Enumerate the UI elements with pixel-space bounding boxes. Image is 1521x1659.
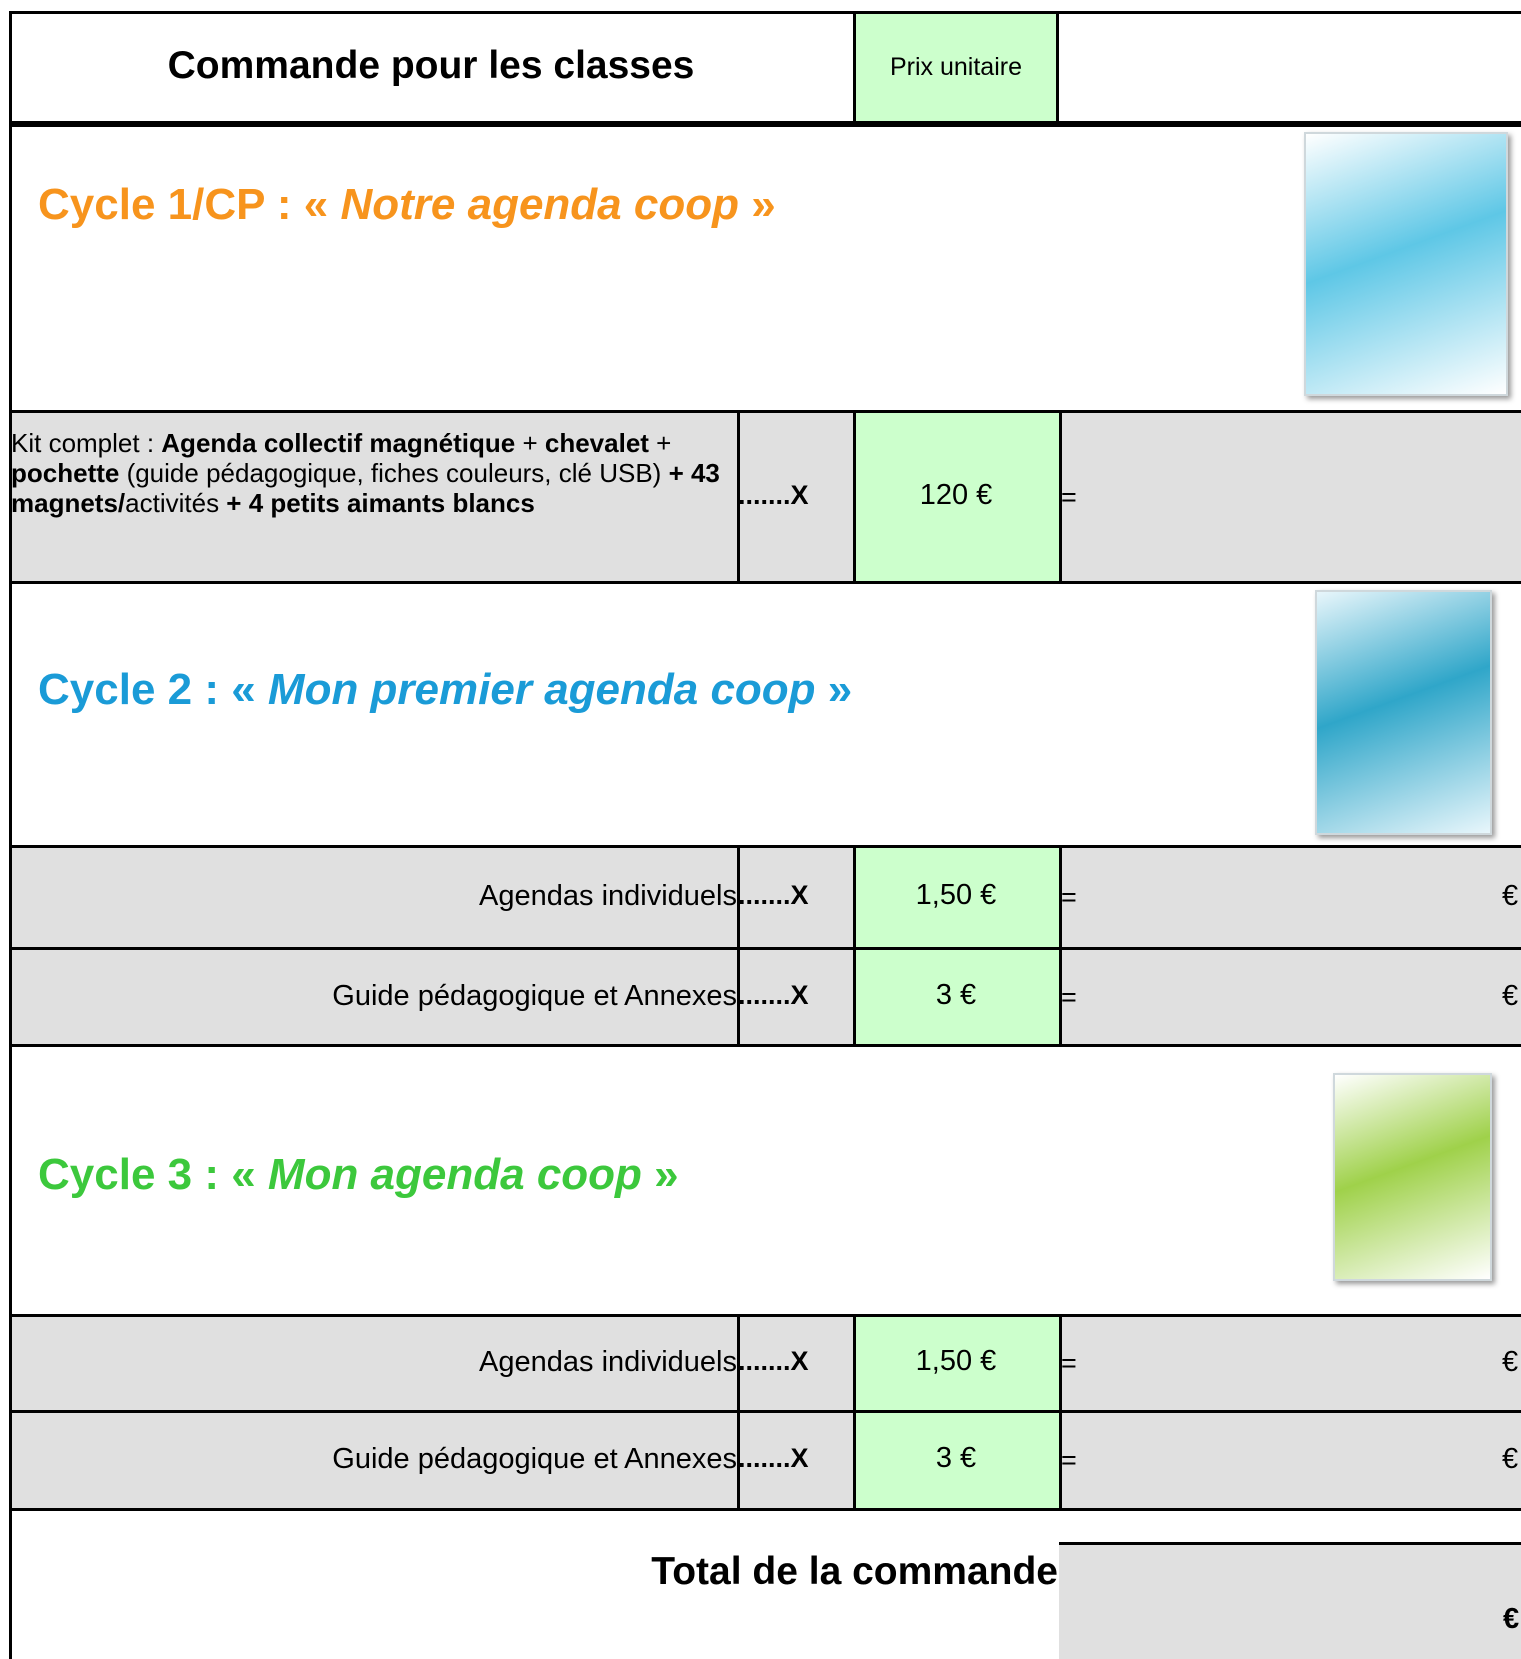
heading-suffix: » [654,1150,679,1199]
row-label-cell [9,845,737,947]
heading-prefix: Cycle 2 : « [38,665,256,714]
heading-title: Mon agenda coop [267,1150,642,1199]
row-label-cell [9,947,737,1044]
description-part: cheva­let [544,428,649,458]
section-heading-cell [9,1044,1521,1314]
row-price: 120 € [919,478,993,511]
section-heading: Cycle 3 : « Mon agenda coop » [38,1150,679,1200]
price-cell [853,410,1059,581]
section-heading-cell [9,581,1521,845]
row-equals: = [1061,981,1077,1012]
price-cell [853,1410,1059,1508]
quantity-cell [737,845,853,947]
price-cell [853,947,1059,1044]
form-title: Commande pour les classes [167,44,695,87]
row-currency: € [1502,979,1519,1012]
row-label-cell [9,410,737,581]
row-quantity: .......X [738,1346,809,1376]
row-label-cell [9,1410,737,1508]
total-cell [1059,1542,1521,1659]
row-equals: = [1061,1445,1077,1475]
result-cell [1059,845,1521,947]
total-currency: € [1503,1603,1520,1635]
heading-title: Mon premier agenda coop [267,665,816,714]
row-quantity: .......X [738,479,809,510]
quantity-cell [737,947,853,1044]
row-label-cell [9,1314,737,1410]
row-description: Kit complet : Agenda collectif magnétiqu… [11,428,731,518]
product-cover [1315,590,1492,835]
total-row [9,1508,1521,1659]
row-quantity: .......X [738,979,809,1010]
row-price: 3 € [935,1442,977,1474]
row-price: 3 € [935,978,977,1011]
heading-suffix: » [827,665,853,714]
row-label: Agendas individuels [479,880,737,912]
product-cover [1304,132,1508,396]
row-currency: € [1502,880,1519,912]
description-part: + 4 petits aimants blancs [219,488,535,518]
description-part: + [515,428,545,458]
section-heading-cell [9,124,1521,410]
price-cell [853,845,1059,947]
row-equals: = [1061,882,1077,912]
total-label: Total de la commande [651,1550,1058,1593]
result-cell [1059,947,1521,1044]
description-part: + [648,428,672,458]
description-part: Kit complet : [11,428,162,458]
row-price: 1,50 € [915,879,997,911]
description-part: (guide pédagogique, fiches couleurs, clé… [119,458,669,488]
description-part: pochette [11,458,120,488]
row-label: Guide pédagogique et Annexes [332,979,737,1012]
row-equals: = [1061,1348,1077,1378]
heading-suffix: » [751,180,776,229]
row-quantity: .......X [738,880,809,910]
row-label: Agendas individuels [479,1346,737,1378]
description-part: activités [125,488,220,518]
product-cover [1333,1073,1492,1281]
section-heading: Cycle 2 : « Mon premier agenda coop » [38,665,852,715]
row-label: Guide pédagogique et Annexes [332,1443,737,1475]
quantity-cell [737,1410,853,1508]
row-currency: € [1502,1346,1519,1378]
price-header-cell [853,11,1059,124]
quantity-cell [737,410,853,581]
row-quantity: .......X [738,1443,809,1473]
price-cell [853,1314,1059,1410]
price-header: Prix unitaire [890,53,1022,81]
row-currency: € [1502,1443,1519,1475]
heading-title: Notre agenda coop [340,180,739,229]
description-part: + 43 magnets/ [11,458,720,518]
row-equals: = [1061,481,1077,512]
quantity-cell [737,1314,853,1410]
header-row [9,11,1521,124]
result-cell [1059,410,1521,581]
row-price: 1,50 € [915,1345,997,1377]
result-cell [1059,1410,1521,1508]
heading-prefix: Cycle 1/CP : « [38,180,329,229]
heading-prefix: Cycle 3 : « [38,1150,256,1199]
result-cell [1059,1314,1521,1410]
description-part: Agenda collectif magnétique [161,428,516,458]
section-heading: Cycle 1/CP : « Notre agenda coop » [38,180,776,230]
